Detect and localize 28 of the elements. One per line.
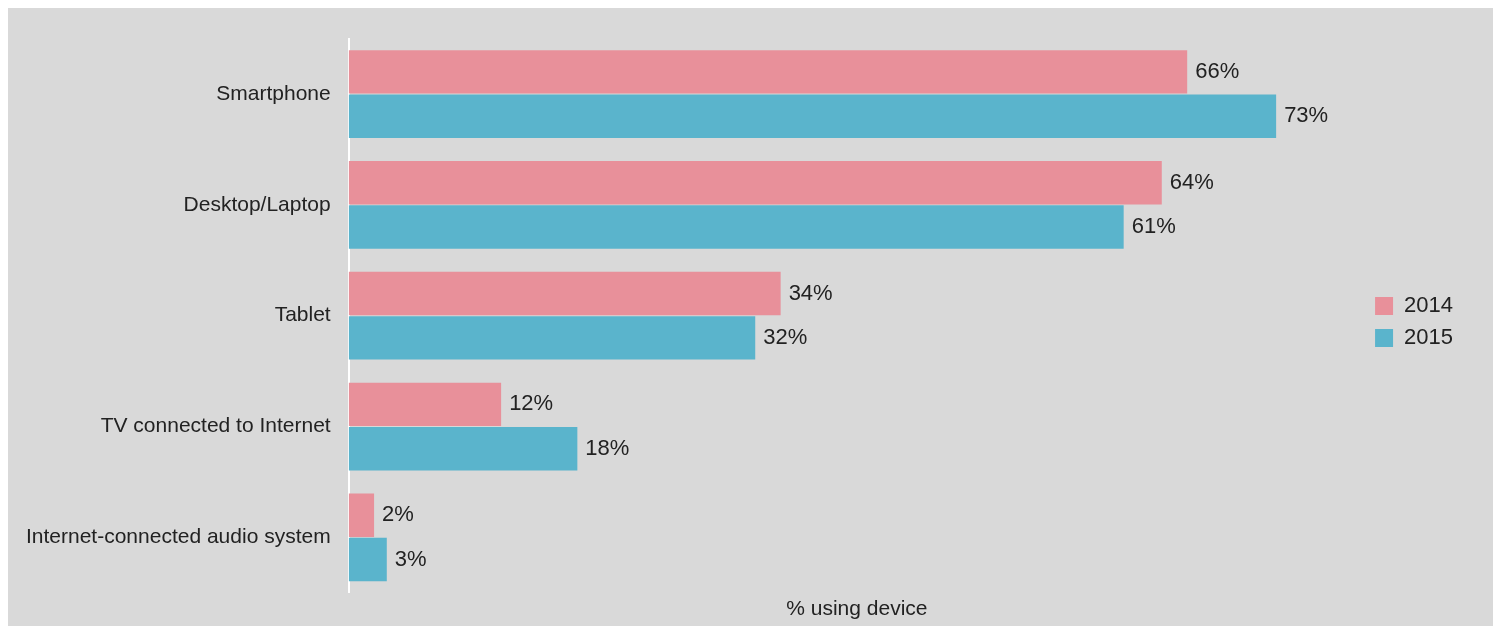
data-label: 34% bbox=[788, 279, 833, 305]
bar bbox=[348, 205, 1124, 249]
y-tick-label: Tablet bbox=[274, 302, 331, 326]
bar bbox=[348, 537, 387, 582]
data-label: 12% bbox=[509, 390, 554, 416]
data-label: 73% bbox=[1284, 102, 1329, 128]
bar bbox=[348, 493, 375, 537]
legend-label: 2014 bbox=[1404, 292, 1454, 318]
bar bbox=[348, 50, 1188, 94]
y-tick-label: Desktop/Laptop bbox=[183, 191, 331, 215]
bar bbox=[348, 94, 1277, 138]
data-label: 66% bbox=[1195, 57, 1240, 83]
data-label: 3% bbox=[394, 545, 427, 571]
data-label: 61% bbox=[1131, 213, 1176, 239]
legend-label: 2015 bbox=[1404, 324, 1454, 350]
x-axis-title: % using device bbox=[786, 596, 928, 620]
bar bbox=[348, 426, 578, 471]
bar bbox=[348, 271, 781, 316]
data-label: 32% bbox=[763, 323, 808, 349]
y-tick-label: Smartphone bbox=[216, 80, 331, 104]
y-tick-label: TV connected to Internet bbox=[100, 413, 331, 437]
bar bbox=[348, 382, 502, 427]
data-label: 2% bbox=[382, 501, 414, 527]
bar bbox=[348, 160, 1162, 205]
data-label: 64% bbox=[1169, 168, 1214, 194]
bar bbox=[348, 316, 756, 360]
data-label: 18% bbox=[585, 434, 630, 460]
y-tick-label: Internet-connected audio system bbox=[25, 524, 331, 548]
